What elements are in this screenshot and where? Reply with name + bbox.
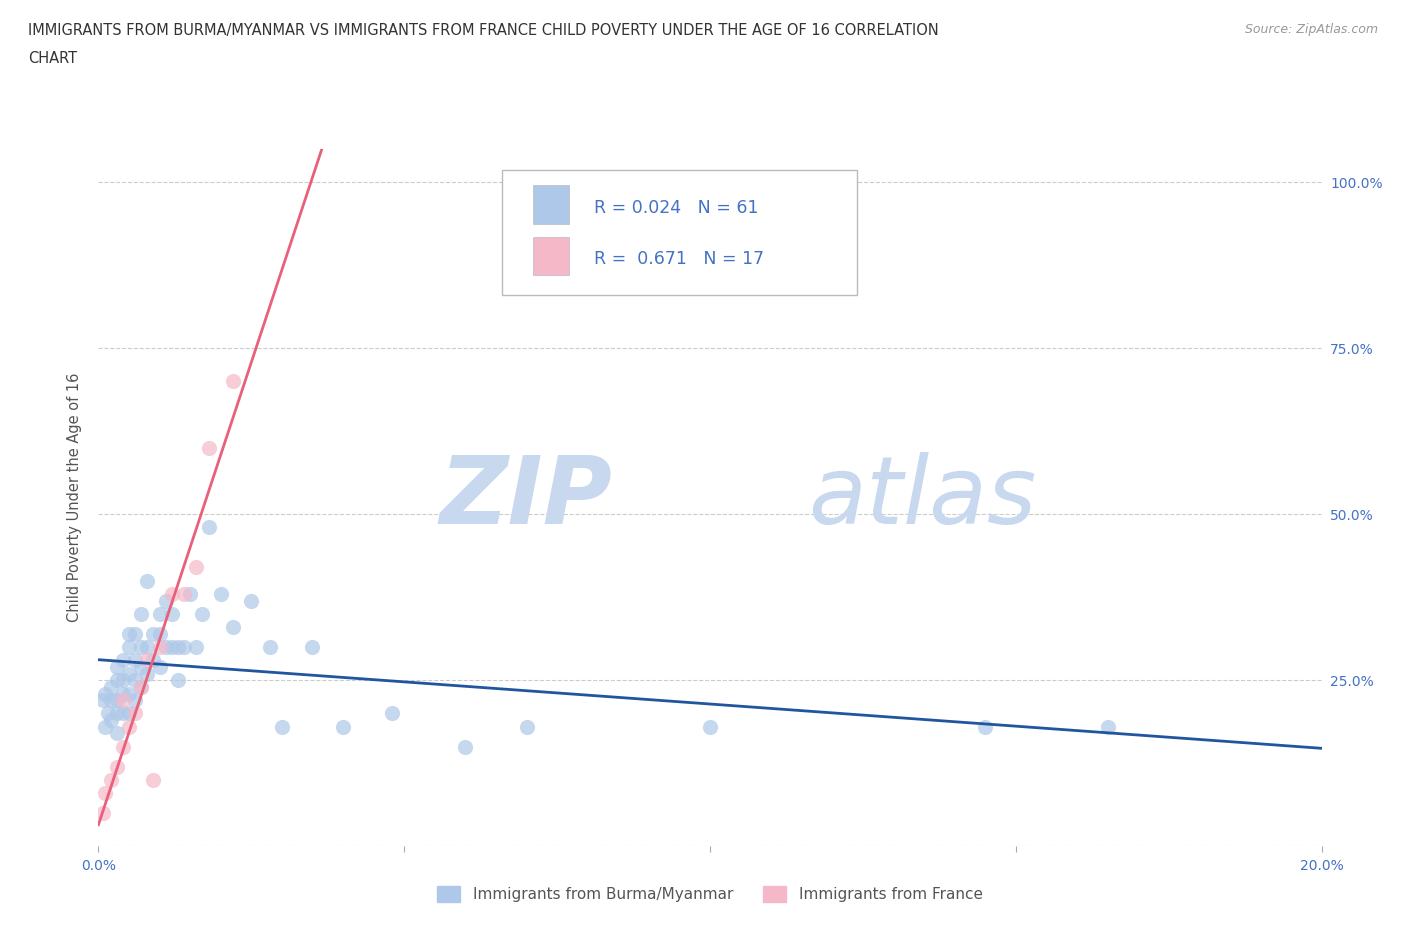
- Point: [142, 626, 165, 641]
- Point: [173, 640, 195, 655]
- Point: [454, 739, 477, 754]
- Text: Source: ZipAtlas.com: Source: ZipAtlas.com: [1244, 23, 1378, 36]
- Point: [105, 726, 128, 741]
- Point: [124, 693, 146, 708]
- Point: [118, 706, 141, 721]
- Point: [136, 653, 159, 668]
- Point: [136, 640, 159, 655]
- Point: [118, 666, 141, 681]
- Point: [136, 573, 159, 588]
- Legend: Immigrants from Burma/Myanmar, Immigrants from France: Immigrants from Burma/Myanmar, Immigrant…: [432, 880, 988, 909]
- Point: [118, 640, 141, 655]
- Point: [516, 719, 538, 734]
- Point: [105, 693, 128, 708]
- Point: [142, 653, 165, 668]
- Point: [124, 626, 146, 641]
- Point: [118, 719, 141, 734]
- Point: [91, 805, 114, 820]
- Point: [197, 440, 219, 455]
- Point: [118, 686, 141, 701]
- Point: [97, 706, 120, 721]
- Point: [332, 719, 354, 734]
- Point: [105, 659, 128, 674]
- Point: [93, 686, 115, 701]
- Point: [173, 587, 195, 602]
- Point: [105, 706, 128, 721]
- FancyBboxPatch shape: [502, 170, 856, 296]
- Point: [381, 706, 404, 721]
- Point: [699, 719, 721, 734]
- Point: [160, 606, 183, 621]
- Point: [129, 680, 152, 695]
- Point: [149, 606, 172, 621]
- Point: [129, 659, 152, 674]
- Text: R = 0.024   N = 61: R = 0.024 N = 61: [593, 199, 758, 217]
- Point: [105, 759, 128, 774]
- Point: [93, 786, 115, 801]
- Point: [129, 606, 152, 621]
- Point: [179, 587, 201, 602]
- Point: [91, 693, 114, 708]
- Point: [142, 773, 165, 788]
- Point: [129, 640, 152, 655]
- Point: [100, 680, 122, 695]
- Text: CHART: CHART: [28, 51, 77, 66]
- Point: [111, 706, 134, 721]
- Point: [155, 640, 177, 655]
- Point: [93, 719, 115, 734]
- Text: IMMIGRANTS FROM BURMA/MYANMAR VS IMMIGRANTS FROM FRANCE CHILD POVERTY UNDER THE : IMMIGRANTS FROM BURMA/MYANMAR VS IMMIGRA…: [28, 23, 939, 38]
- Point: [105, 672, 128, 687]
- Point: [209, 587, 232, 602]
- Point: [149, 640, 172, 655]
- Point: [111, 672, 134, 687]
- Point: [111, 653, 134, 668]
- Point: [240, 593, 263, 608]
- Point: [974, 719, 997, 734]
- Point: [149, 626, 172, 641]
- Point: [100, 693, 122, 708]
- Text: ZIP: ZIP: [439, 452, 612, 543]
- Point: [124, 653, 146, 668]
- Point: [191, 606, 214, 621]
- Point: [111, 686, 134, 701]
- Point: [222, 619, 245, 634]
- Point: [136, 666, 159, 681]
- Point: [259, 640, 281, 655]
- FancyBboxPatch shape: [533, 185, 569, 223]
- Point: [155, 593, 177, 608]
- Point: [129, 680, 152, 695]
- Text: R =  0.671   N = 17: R = 0.671 N = 17: [593, 250, 763, 268]
- Point: [1097, 719, 1119, 734]
- Point: [222, 374, 245, 389]
- Point: [167, 640, 190, 655]
- FancyBboxPatch shape: [533, 236, 569, 275]
- Point: [167, 672, 190, 687]
- Point: [124, 672, 146, 687]
- Point: [100, 773, 122, 788]
- Point: [186, 560, 208, 575]
- Point: [124, 706, 146, 721]
- Point: [160, 587, 183, 602]
- Point: [197, 520, 219, 535]
- Point: [270, 719, 292, 734]
- Point: [111, 693, 134, 708]
- Point: [186, 640, 208, 655]
- Point: [149, 659, 172, 674]
- Point: [100, 712, 122, 727]
- Point: [111, 739, 134, 754]
- Y-axis label: Child Poverty Under the Age of 16: Child Poverty Under the Age of 16: [67, 373, 83, 622]
- Text: atlas: atlas: [808, 452, 1036, 543]
- Point: [160, 640, 183, 655]
- Point: [301, 640, 323, 655]
- Point: [118, 626, 141, 641]
